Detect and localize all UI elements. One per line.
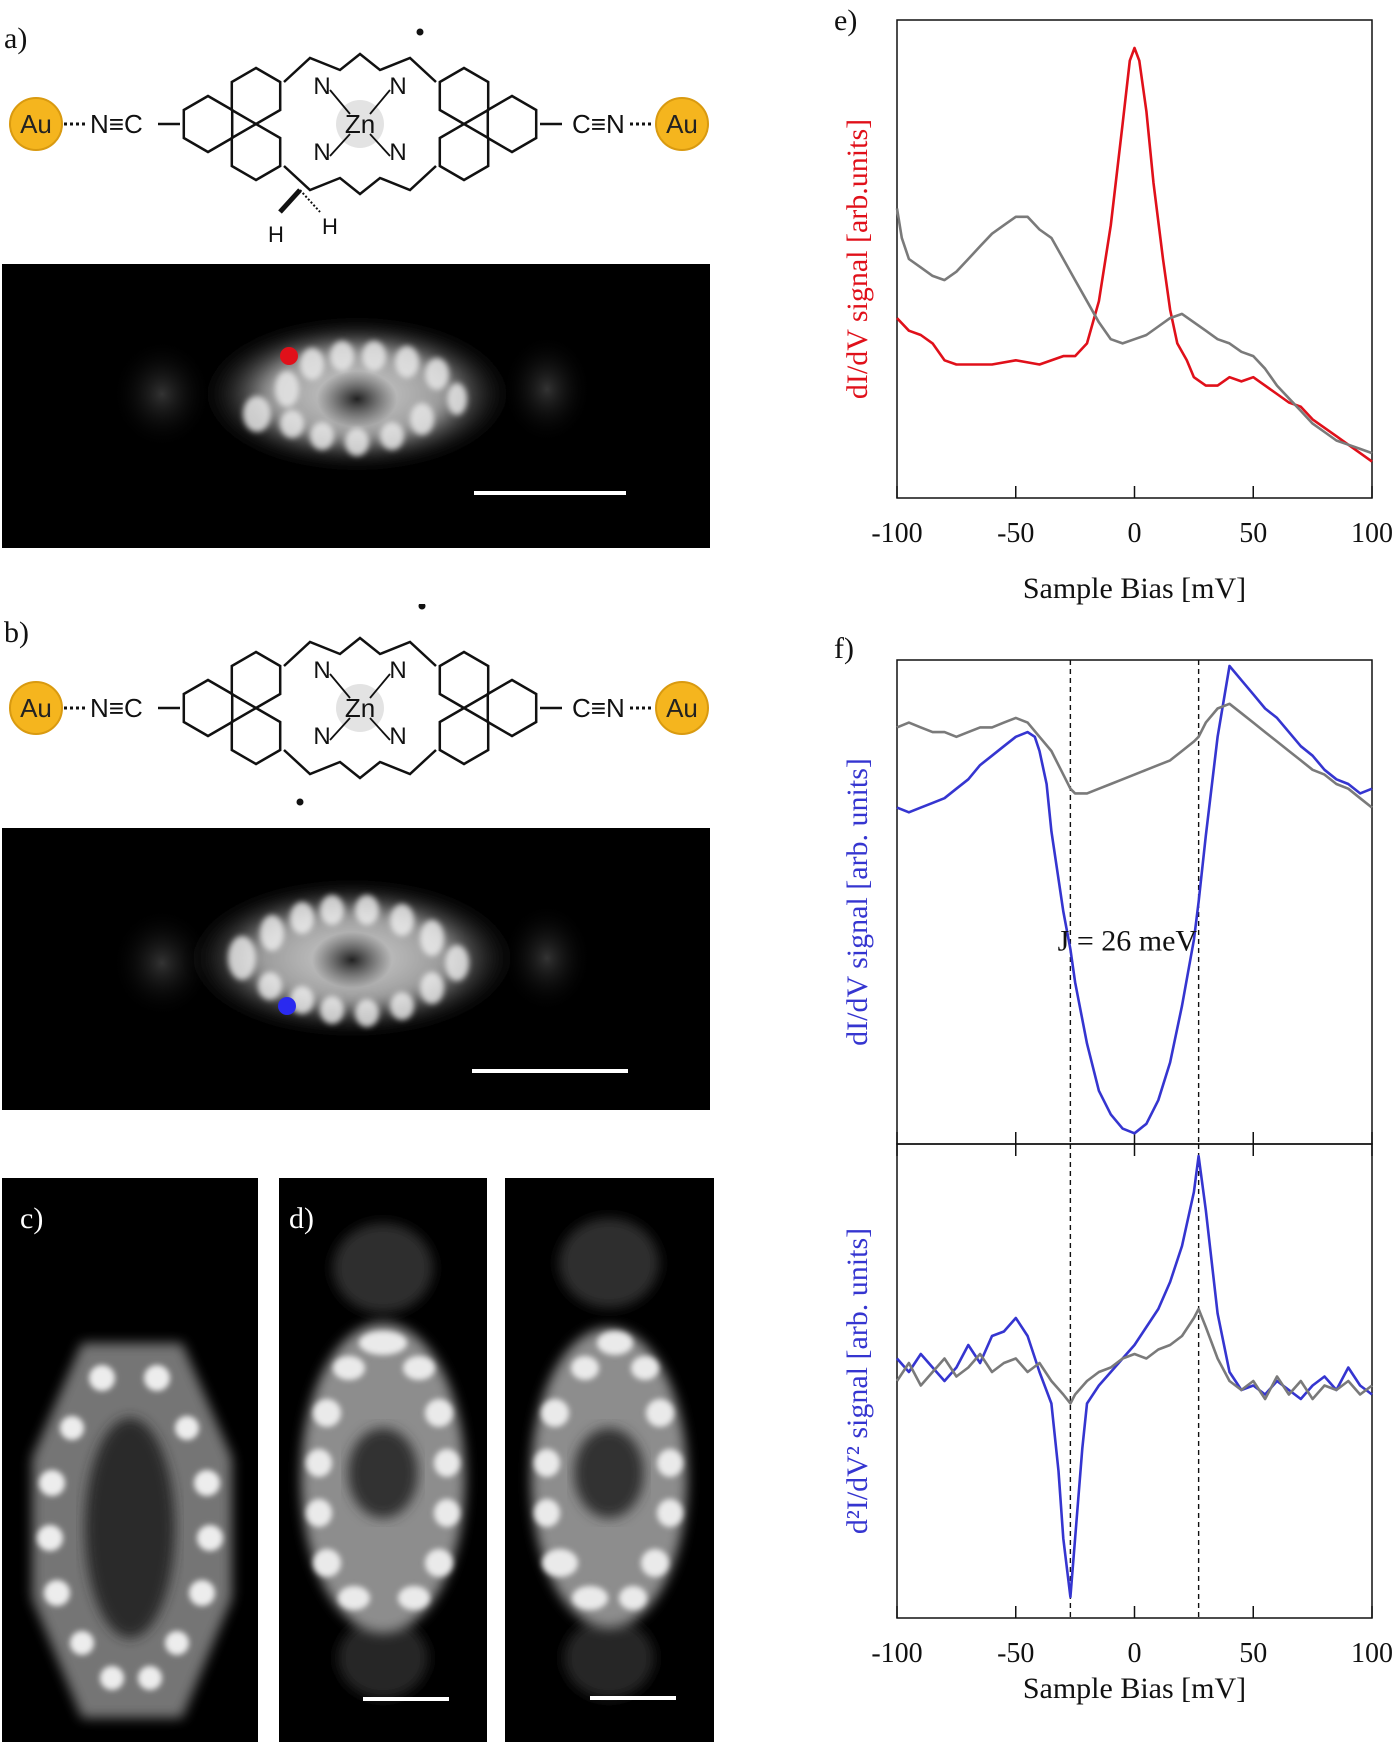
x-tick-label: 100 — [1351, 1638, 1393, 1669]
panel-label-f: f) — [834, 632, 854, 665]
x-tick-label: 0 — [1128, 1638, 1142, 1669]
radical-dot — [418, 604, 426, 610]
radical-dot — [296, 798, 304, 806]
x-tick-label: 0 — [1128, 518, 1142, 549]
benzene-ring — [182, 678, 234, 738]
panel-label-e: e) — [834, 4, 858, 37]
nitrogen-label: N — [389, 73, 406, 100]
ch2-hash-bond — [299, 189, 321, 213]
au-left-sphere — [9, 97, 63, 151]
benzene-ring — [438, 66, 490, 126]
nitrogen-label: N — [389, 139, 406, 166]
panel-label-c: c) — [20, 1202, 44, 1235]
series-line — [896, 46, 1373, 463]
x-tick-label: 100 — [1351, 518, 1393, 549]
stm-image-a — [2, 264, 710, 548]
nitrogen-label: N — [313, 139, 330, 166]
nitrile-right-label: C≡N — [572, 109, 625, 139]
stm-image-c-graphic — [32, 1343, 232, 1718]
panel-label-d: d) — [289, 1202, 314, 1235]
y-axis-title: dI/dV signal [arb. units] — [841, 758, 874, 1046]
stm-image-d-left-graphic — [301, 1223, 465, 1698]
chart-e: -100 -50 0 50 100 Sample Bias [mV] dI/dV signa… — [841, 19, 1393, 605]
au-left-label: Au — [20, 109, 52, 139]
nitrogen-label: N — [389, 657, 406, 684]
chart-f: dI/dV signal [arb. units] J = 26 meV -100 -… — [841, 659, 1393, 1705]
hydrogen-label: H — [322, 214, 338, 239]
nitrogen-label: N — [313, 657, 330, 684]
ch2-wedge-bond — [278, 188, 302, 214]
zn-n-bonds — [329, 89, 391, 157]
series-line — [896, 702, 1373, 809]
scale-bar — [363, 1697, 449, 1701]
nitrile-left-label: N≡C — [90, 109, 143, 139]
series-line — [895, 208, 1373, 455]
x-axis-title: Sample Bias [mV] — [1023, 572, 1246, 605]
stm-image-d-right — [505, 1178, 714, 1742]
au-left-label: Au — [20, 693, 52, 723]
x-tick-label: -100 — [871, 518, 922, 549]
hydrogen-label: H — [268, 222, 284, 247]
y-axis-title: dI/dV signal [arb.units] — [841, 119, 874, 399]
zn-n-bonds — [329, 673, 391, 741]
stm-image-b — [2, 828, 710, 1110]
au-left-sphere — [9, 681, 63, 735]
series-line — [895, 1307, 1373, 1405]
y-axis-title: d²I/dV² signal [arb. units] — [841, 1228, 874, 1534]
stm-image-d-left: d) — [279, 1178, 487, 1742]
series-line — [896, 1154, 1373, 1599]
benzene-ring — [230, 66, 282, 126]
nitrile-left-label: N≡C — [90, 693, 143, 723]
macrocycle-top — [283, 52, 437, 83]
tip-position-blue-dot — [278, 997, 296, 1015]
benzene-ring — [438, 650, 490, 710]
au-right-sphere — [655, 97, 709, 151]
benzene-ring — [486, 94, 538, 154]
tip-position-red-dot — [280, 347, 298, 365]
macrocycle-top — [283, 636, 437, 667]
benzene-ring — [230, 650, 282, 710]
panel-label-b: b) — [4, 616, 29, 649]
benzene-ring — [230, 706, 282, 766]
stm-image-b-graphic — [112, 878, 592, 1038]
nitrogen-label: N — [313, 723, 330, 750]
nitrile-right-label: C≡N — [572, 693, 625, 723]
nitrogen-label: N — [389, 723, 406, 750]
benzene-ring — [438, 706, 490, 766]
macrocycle-bottom — [283, 165, 437, 196]
benzene-ring — [438, 122, 490, 182]
au-right-sphere — [655, 681, 709, 735]
exchange-coupling-annotation: J = 26 meV — [1058, 924, 1198, 957]
scale-bar — [472, 1069, 628, 1073]
series-line — [896, 664, 1373, 1135]
benzene-ring — [230, 122, 282, 182]
stm-image-a-graphic — [112, 316, 592, 472]
nitrogen-label: N — [313, 73, 330, 100]
benzene-ring — [182, 94, 234, 154]
scale-bar — [590, 1696, 676, 1700]
macrocycle-bottom — [283, 749, 437, 780]
au-right-label: Au — [666, 109, 698, 139]
x-tick-label: -50 — [997, 1638, 1034, 1669]
x-tick-label: -100 — [871, 1638, 922, 1669]
benzene-ring — [486, 678, 538, 738]
stm-image-d-right-graphic — [531, 1218, 687, 1698]
scale-bar — [474, 491, 626, 495]
x-tick-label: 50 — [1239, 518, 1267, 549]
radical-dot — [416, 28, 424, 36]
stm-image-c: c) — [2, 1178, 258, 1742]
panel-label-a: a) — [4, 22, 28, 55]
au-right-label: Au — [666, 693, 698, 723]
x-tick-label: 50 — [1239, 1638, 1267, 1669]
x-tick-label: -50 — [997, 518, 1034, 549]
x-axis-title: Sample Bias [mV] — [1023, 1672, 1246, 1705]
